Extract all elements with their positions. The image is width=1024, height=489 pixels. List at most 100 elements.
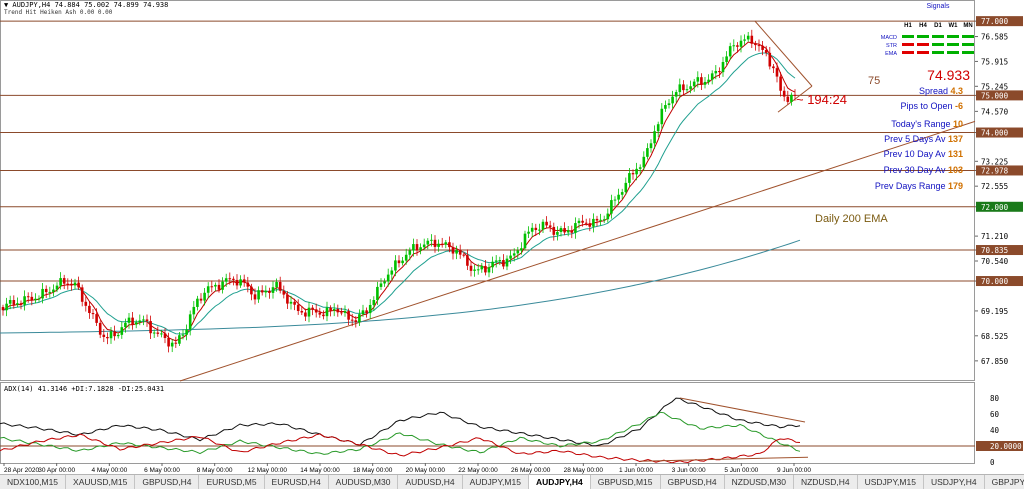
candle-body (696, 77, 700, 82)
candle-body (746, 35, 750, 40)
daily-ema-label: Daily 200 EMA (815, 213, 888, 225)
candle-body (581, 220, 584, 223)
candle-body (556, 231, 559, 235)
symbol-tab[interactable]: USDJPY,M15 (858, 475, 924, 489)
symbol-tab[interactable]: AUDUSD,H4 (398, 475, 463, 489)
time-tick-label: 26 May 00:00 (511, 467, 551, 474)
symbol-tab[interactable]: NZDUSD,M30 (725, 475, 794, 489)
candle-body (282, 290, 286, 295)
candle-body (134, 322, 138, 325)
candle-body (498, 260, 502, 262)
di-minus-line (0, 433, 801, 463)
symbol-tab[interactable]: NZDUSD,H4 (794, 475, 858, 489)
candle-body (170, 342, 174, 347)
candle-body (228, 278, 232, 280)
time-tick-label: 3 Jun 00:00 (672, 467, 706, 474)
candle-body (772, 66, 775, 69)
candle-body (120, 327, 124, 335)
candle-body (264, 290, 268, 293)
candle-body (221, 281, 224, 290)
time-tick-label: 30 Apr 00:00 (38, 467, 75, 474)
candle-body (152, 332, 156, 334)
candle-body (466, 255, 469, 266)
time-tick-label: 8 May 00:00 (197, 467, 233, 474)
symbol-tab[interactable]: AUDJPY,H4 (528, 475, 591, 489)
signal-row-label: STR (886, 43, 897, 49)
candle-body (530, 227, 534, 232)
candle-body (304, 312, 307, 317)
candle-body (739, 40, 743, 47)
candle-body (41, 288, 44, 299)
symbol-tab-bar: NDX100,M15 XAUUSD,M15 GBPUSD,H4 EURUSD,M5 EU… (0, 474, 1024, 489)
candle-body (167, 337, 170, 347)
time-tick-label: 18 May 00:00 (353, 467, 393, 474)
candle-body (206, 286, 210, 293)
candle-body (250, 286, 253, 295)
current-price-display: 74.933 (927, 67, 970, 83)
candle-body (19, 303, 23, 305)
info-value: 103 (948, 165, 963, 175)
signal-indicator (917, 35, 929, 38)
symbol-tab[interactable]: XAUUSD,M15 (66, 475, 136, 489)
signal-timeframe: D1 (934, 23, 942, 29)
adx-label: ADX(14) 41.3146 +DI:7.1828 -DI:25.0431 (4, 385, 164, 393)
ema-mid-line (2, 52, 796, 335)
candle-body (487, 267, 491, 273)
symbol-tab[interactable]: EURUSD,M5 (199, 475, 265, 489)
symbol-tab[interactable]: NDX100,M15 (0, 475, 67, 489)
symbol-tab[interactable]: GBPUSD,H4 (661, 475, 725, 489)
candle-body (55, 285, 59, 290)
symbol-tab[interactable]: EURUSD,H4 (265, 475, 329, 489)
time-tick-label: 14 May 00:00 (300, 467, 340, 474)
main-plot-area (0, 0, 975, 381)
candle-body (455, 250, 458, 254)
symbol-tab[interactable]: AUDUSD,M30 (329, 475, 399, 489)
candle-body (350, 319, 354, 321)
candle-body (512, 253, 516, 256)
signal-timeframe: MN (963, 23, 972, 29)
symbol-tab[interactable]: GBPUSD,H4 (135, 475, 200, 489)
candle-body (361, 310, 365, 315)
info-label: Spread (919, 86, 951, 96)
candle-body (433, 239, 437, 247)
time-tick-label: 1 Jun 00:00 (619, 467, 653, 474)
candle-body (631, 173, 635, 175)
signal-indicator (917, 43, 929, 46)
candle-body (606, 213, 610, 220)
time-tick-label: 9 Jun 00:00 (777, 467, 811, 474)
signal-indicator (902, 43, 914, 46)
candle-body (210, 286, 214, 288)
symbol-tab[interactable]: AUDJPY,M15 (463, 475, 529, 489)
symbol-tab[interactable]: GBPUSD,M15 (591, 475, 661, 489)
info-row: Pips to Open -6 (900, 101, 963, 111)
candle-body (116, 334, 120, 337)
symbol-tab[interactable]: USDJPY,H4 (924, 475, 985, 489)
symbol-tab[interactable]: GBPJPY,M15 (985, 475, 1024, 489)
candle-body (469, 265, 473, 271)
adx-tick-label: 60 (990, 410, 1000, 419)
candle-body (358, 314, 361, 323)
candle-body (754, 43, 757, 46)
candle-body (484, 265, 487, 273)
info-value: 4.3 (950, 86, 963, 96)
candle-body (548, 225, 552, 227)
price-tick-label: 72.978 (981, 166, 1009, 175)
candle-body (566, 230, 570, 233)
candle-body (786, 96, 790, 102)
candle-body (689, 86, 692, 90)
candle-body (473, 269, 476, 271)
candle-body (325, 307, 329, 317)
adx-base-line (639, 456, 809, 462)
candle-body (462, 254, 466, 256)
candle-body (671, 96, 674, 104)
adx-tick-label: 80 (990, 394, 1000, 403)
candle-body (379, 283, 383, 287)
candle-body (314, 309, 318, 313)
candle-body (106, 336, 109, 339)
candle-body (451, 247, 455, 254)
info-value: 10 (953, 119, 963, 129)
price-tick-label: 70.835 (981, 246, 1008, 255)
candle-body (188, 314, 192, 330)
time-tick-label: 22 May 00:00 (458, 467, 498, 474)
